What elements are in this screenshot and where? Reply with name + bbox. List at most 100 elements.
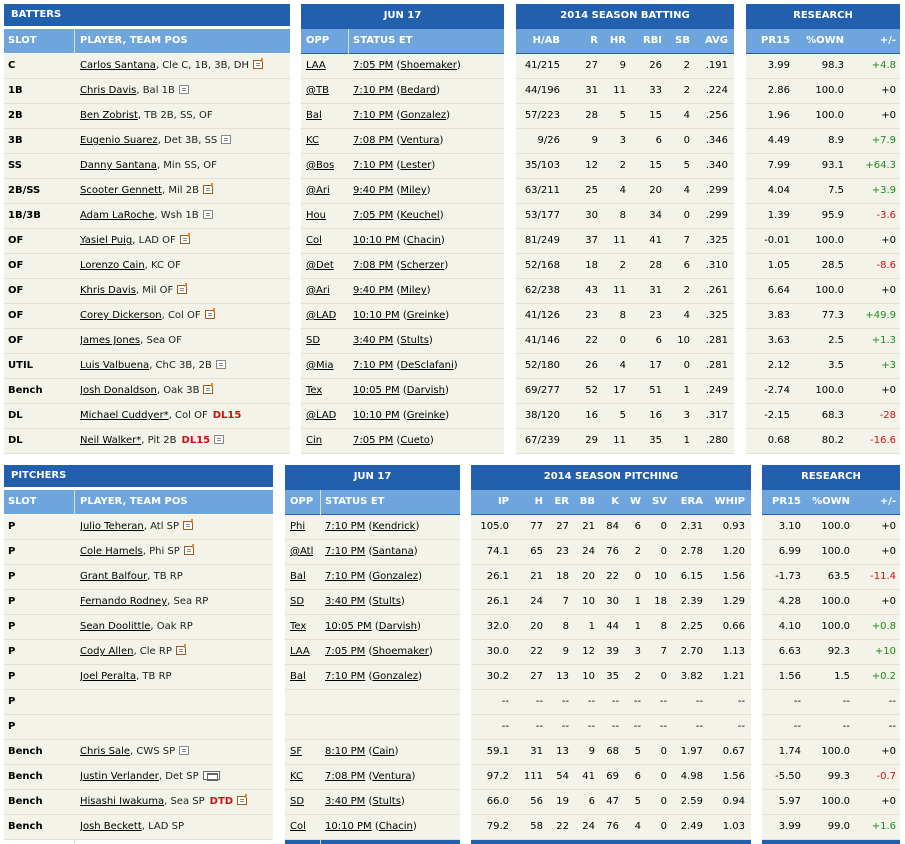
opposing-pitcher-link[interactable]: Miley	[400, 285, 427, 296]
player-news-icon[interactable]	[183, 544, 194, 555]
player-news-icon[interactable]	[253, 58, 264, 69]
game-time-link[interactable]: 3:40 PM	[353, 335, 394, 346]
opposing-pitcher-link[interactable]: Bedard	[400, 85, 437, 96]
opponent-link[interactable]: @LAD	[306, 410, 337, 421]
player-name-link[interactable]: Corey Dickerson	[80, 310, 162, 321]
player-news-icon[interactable]	[204, 308, 215, 319]
opposing-pitcher-link[interactable]: DeSclafani	[400, 360, 454, 371]
opponent-link[interactable]: LAA	[306, 60, 326, 71]
game-time-link[interactable]: 10:10 PM	[353, 235, 400, 246]
game-time-link[interactable]: 8:10 PM	[325, 746, 366, 757]
game-time-link[interactable]: 7:10 PM	[325, 546, 366, 557]
opposing-pitcher-link[interactable]: Santana	[372, 546, 414, 557]
player-name-link[interactable]: Justin Verlander	[80, 771, 159, 782]
player-name-link[interactable]: Danny Santana	[80, 160, 157, 171]
opposing-pitcher-link[interactable]: Chacin	[406, 235, 441, 246]
player-name-link[interactable]: Michael Cuddyer*	[80, 410, 169, 421]
opponent-link[interactable]: Bal	[306, 110, 322, 121]
opposing-pitcher-link[interactable]: Gonzalez	[372, 671, 419, 682]
opponent-link[interactable]: KC	[306, 135, 319, 146]
opponent-link[interactable]: @Det	[306, 260, 334, 271]
opponent-link[interactable]: @Mia	[306, 360, 334, 371]
player-name-link[interactable]: Neil Walker*	[80, 435, 142, 446]
game-time-link[interactable]: 7:10 PM	[325, 671, 366, 682]
game-time-link[interactable]: 10:10 PM	[325, 821, 372, 832]
player-name-link[interactable]: Julio Teheran	[80, 521, 144, 532]
opposing-pitcher-link[interactable]: Darvish	[406, 385, 445, 396]
game-time-link[interactable]: 7:05 PM	[353, 210, 394, 221]
game-time-link[interactable]: 10:05 PM	[353, 385, 400, 396]
player-note-icon[interactable]	[179, 746, 190, 755]
game-time-link[interactable]: 7:05 PM	[353, 60, 394, 71]
player-name-link[interactable]: Chris Sale	[80, 746, 131, 757]
opponent-link[interactable]: SD	[290, 796, 305, 807]
opponent-link[interactable]: Col	[290, 821, 306, 832]
player-name-link[interactable]: Carlos Santana	[80, 60, 156, 71]
game-time-link[interactable]: 7:10 PM	[353, 160, 394, 171]
game-time-link[interactable]: 3:40 PM	[325, 596, 366, 607]
opposing-pitcher-link[interactable]: Cain	[372, 746, 395, 757]
player-news-icon[interactable]	[179, 233, 190, 244]
player-video-icon[interactable]	[202, 771, 220, 781]
player-name-link[interactable]: Cody Allen	[80, 646, 134, 657]
player-name-link[interactable]: Ben Zobrist	[80, 110, 138, 121]
game-time-link[interactable]: 10:10 PM	[353, 310, 400, 321]
game-time-link[interactable]: 9:40 PM	[353, 285, 394, 296]
opposing-pitcher-link[interactable]: Stults	[400, 335, 429, 346]
game-time-link[interactable]: 10:10 PM	[353, 410, 400, 421]
player-note-icon[interactable]	[215, 360, 226, 369]
player-name-link[interactable]: Lorenzo Cain	[80, 260, 145, 271]
game-time-link[interactable]: 10:05 PM	[325, 621, 372, 632]
player-name-link[interactable]: Josh Donaldson	[80, 385, 157, 396]
game-time-link[interactable]: 7:10 PM	[353, 110, 394, 121]
opponent-link[interactable]: @Bos	[306, 160, 335, 171]
player-name-link[interactable]: Sean Doolittle	[80, 621, 151, 632]
game-time-link[interactable]: 7:10 PM	[325, 571, 366, 582]
game-time-link[interactable]: 7:08 PM	[353, 260, 394, 271]
opposing-pitcher-link[interactable]: Darvish	[378, 621, 417, 632]
game-time-link[interactable]: 7:10 PM	[325, 521, 366, 532]
opponent-link[interactable]: Tex	[290, 621, 307, 632]
opposing-pitcher-link[interactable]: Shoemaker	[372, 646, 429, 657]
opponent-link[interactable]: Bal	[290, 571, 306, 582]
opposing-pitcher-link[interactable]: Scherzer	[400, 260, 445, 271]
opposing-pitcher-link[interactable]: Ventura	[372, 771, 412, 782]
game-time-link[interactable]: 7:08 PM	[353, 135, 394, 146]
opposing-pitcher-link[interactable]: Greinke	[406, 310, 446, 321]
opponent-link[interactable]: SF	[290, 746, 303, 757]
opposing-pitcher-link[interactable]: Stults	[372, 596, 401, 607]
player-name-link[interactable]: Yasiel Puig	[80, 235, 133, 246]
opponent-link[interactable]: SD	[290, 596, 305, 607]
opponent-link[interactable]: Cin	[306, 435, 323, 446]
opponent-link[interactable]: Tex	[306, 385, 323, 396]
game-time-link[interactable]: 9:40 PM	[353, 185, 394, 196]
game-time-link[interactable]: 3:40 PM	[325, 796, 366, 807]
opposing-pitcher-link[interactable]: Greinke	[406, 410, 446, 421]
player-note-icon[interactable]	[221, 135, 232, 144]
opposing-pitcher-link[interactable]: Kendrick	[372, 521, 416, 532]
opposing-pitcher-link[interactable]: Cueto	[400, 435, 430, 446]
player-note-icon[interactable]	[214, 435, 225, 444]
opponent-link[interactable]: Hou	[306, 210, 326, 221]
opponent-link[interactable]: @Ari	[306, 285, 330, 296]
opponent-link[interactable]: @Ari	[306, 185, 330, 196]
opponent-link[interactable]: Phi	[290, 521, 306, 532]
game-time-link[interactable]: 7:05 PM	[325, 646, 366, 657]
player-name-link[interactable]: Scooter Gennett	[80, 185, 163, 196]
opposing-pitcher-link[interactable]: Lester	[400, 160, 432, 171]
player-name-link[interactable]: Joel Peralta	[80, 671, 137, 682]
game-time-link[interactable]: 7:05 PM	[353, 435, 394, 446]
opposing-pitcher-link[interactable]: Shoemaker	[400, 60, 457, 71]
opposing-pitcher-link[interactable]: Stults	[372, 796, 401, 807]
opponent-link[interactable]: Bal	[290, 671, 306, 682]
opposing-pitcher-link[interactable]: Keuchel	[400, 210, 440, 221]
opponent-link[interactable]: @TB	[306, 85, 329, 96]
player-name-link[interactable]: Hisashi Iwakuma	[80, 796, 165, 807]
player-name-link[interactable]: Adam LaRoche	[80, 210, 155, 221]
player-name-link[interactable]: Eugenio Suarez	[80, 135, 158, 146]
opposing-pitcher-link[interactable]: Gonzalez	[372, 571, 419, 582]
player-name-link[interactable]: Grant Balfour	[80, 571, 148, 582]
player-news-icon[interactable]	[175, 644, 186, 655]
opposing-pitcher-link[interactable]: Gonzalez	[400, 110, 447, 121]
opposing-pitcher-link[interactable]: Chacin	[378, 821, 413, 832]
